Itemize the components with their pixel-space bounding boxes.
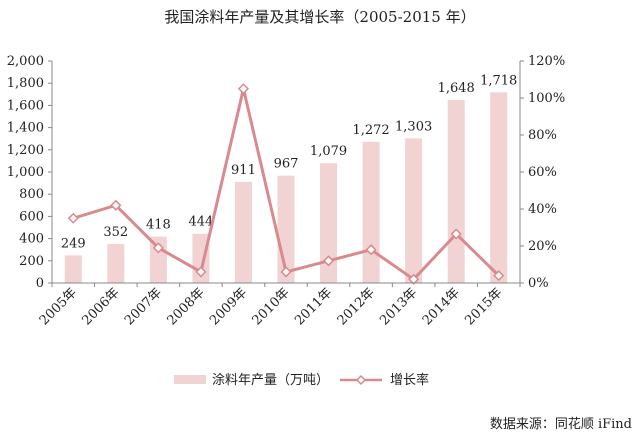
x-tick-label: 2015年 <box>462 285 505 328</box>
data-label: 1,272 <box>352 123 389 138</box>
growth-marker <box>152 242 164 254</box>
right-tick-label: 100% <box>528 91 565 106</box>
left-tick-label: 0 <box>36 276 44 291</box>
left-tick-label: 200 <box>19 254 44 269</box>
left-tick-label: 1,000 <box>7 165 44 180</box>
legend-bar-swatch <box>174 375 206 384</box>
left-tick-label: 800 <box>19 187 44 202</box>
line-series <box>67 83 505 285</box>
bar <box>362 141 380 283</box>
legend: 涂料年产量（万吨） 增长率 <box>174 372 429 388</box>
x-tick-label: 2008年 <box>165 285 208 328</box>
x-tick-label: 2013年 <box>377 285 420 328</box>
right-tick-label: 40% <box>528 202 557 217</box>
bar <box>405 138 423 283</box>
left-tick-label: 1,600 <box>7 98 44 113</box>
x-tick-label: 2007年 <box>122 285 165 328</box>
x-tick-label: 2006年 <box>79 285 122 328</box>
data-label: 352 <box>103 225 128 240</box>
legend-line-marker <box>355 374 367 386</box>
left-tick-label: 600 <box>19 209 44 224</box>
right-tick-label: 0% <box>528 276 549 291</box>
x-tick-label: 2012年 <box>335 285 378 328</box>
growth-marker <box>408 273 420 285</box>
legend-line-label: 增长率 <box>390 372 429 388</box>
left-tick-label: 1,400 <box>7 121 44 136</box>
bar <box>320 163 338 283</box>
bar <box>234 181 252 283</box>
x-tick-label: 2005年 <box>37 285 80 328</box>
chart-title: 我国涂料年产量及其增长率（2005-2015 年） <box>164 8 476 26</box>
growth-marker <box>67 212 79 224</box>
bar <box>447 100 465 284</box>
right-tick-label: 20% <box>528 239 557 254</box>
data-label: 911 <box>231 163 256 178</box>
growth-marker <box>195 266 207 278</box>
growth-marker <box>365 244 377 256</box>
growth-marker <box>322 255 335 267</box>
data-label: 418 <box>146 218 171 233</box>
data-label: 967 <box>274 157 299 172</box>
bar <box>64 255 82 283</box>
legend-bar-label: 涂料年产量（万吨） <box>212 372 329 388</box>
right-tick-label: 120% <box>528 54 565 69</box>
source-note: 数据来源：同花顺 iFind <box>489 417 632 432</box>
left-tick-label: 2,000 <box>7 54 44 69</box>
data-label: 1,648 <box>438 81 475 96</box>
growth-marker <box>110 199 122 211</box>
data-label: 1,079 <box>310 144 347 159</box>
growth-marker <box>280 266 292 278</box>
data-label: 1,718 <box>480 73 517 88</box>
left-tick-label: 1,800 <box>7 76 44 91</box>
growth-marker <box>450 228 462 240</box>
growth-marker <box>493 270 505 282</box>
x-tick-label: 2011年 <box>292 285 335 328</box>
data-label: 444 <box>188 215 213 230</box>
left-tick-label: 1,200 <box>7 143 44 158</box>
right-tick-label: 60% <box>528 165 557 180</box>
data-label: 249 <box>61 236 86 251</box>
x-tick-label: 2014年 <box>420 285 463 328</box>
x-tick-label: 2009年 <box>207 285 250 328</box>
bar-series: 249 352 418 444 911 967 1,079 1,272 1,303 1,648 1,… <box>61 73 517 284</box>
bar <box>107 243 125 283</box>
left-tick-label: 400 <box>19 232 44 247</box>
bar <box>490 92 508 283</box>
right-tick-label: 80% <box>528 128 557 143</box>
x-tick-label: 2010年 <box>250 285 293 328</box>
growth-marker <box>237 83 250 95</box>
data-label: 1,303 <box>395 119 432 134</box>
